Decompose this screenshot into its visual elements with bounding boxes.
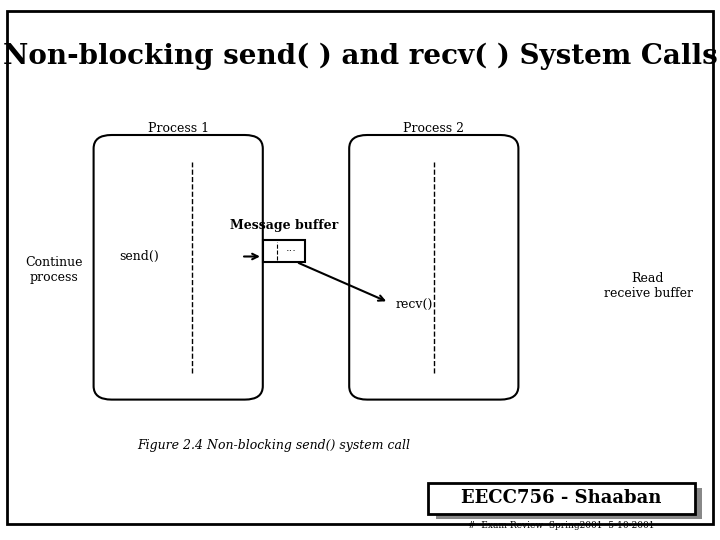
- Text: Message buffer: Message buffer: [230, 219, 338, 232]
- Text: Process 2: Process 2: [403, 122, 464, 135]
- Text: send(): send(): [119, 250, 158, 263]
- FancyBboxPatch shape: [349, 135, 518, 400]
- Text: Non-blocking send( ) and recv( ) System Calls: Non-blocking send( ) and recv( ) System …: [3, 43, 717, 70]
- FancyBboxPatch shape: [436, 488, 702, 519]
- Text: Read
receive buffer: Read receive buffer: [603, 272, 693, 300]
- Text: EECC756 - Shaaban: EECC756 - Shaaban: [462, 489, 662, 508]
- Text: recv(): recv(): [396, 299, 433, 312]
- FancyBboxPatch shape: [94, 135, 263, 400]
- FancyBboxPatch shape: [428, 483, 695, 514]
- Text: #  Exam Review  Spring2001  5-10-2001: # Exam Review Spring2001 5-10-2001: [468, 522, 655, 530]
- FancyBboxPatch shape: [7, 11, 713, 524]
- Text: Continue
process: Continue process: [25, 256, 83, 284]
- Text: Figure 2.4 Non-blocking send() system call: Figure 2.4 Non-blocking send() system ca…: [137, 439, 410, 452]
- Text: Process 1: Process 1: [148, 122, 209, 135]
- Text: ···: ···: [286, 246, 297, 256]
- FancyBboxPatch shape: [263, 240, 305, 262]
